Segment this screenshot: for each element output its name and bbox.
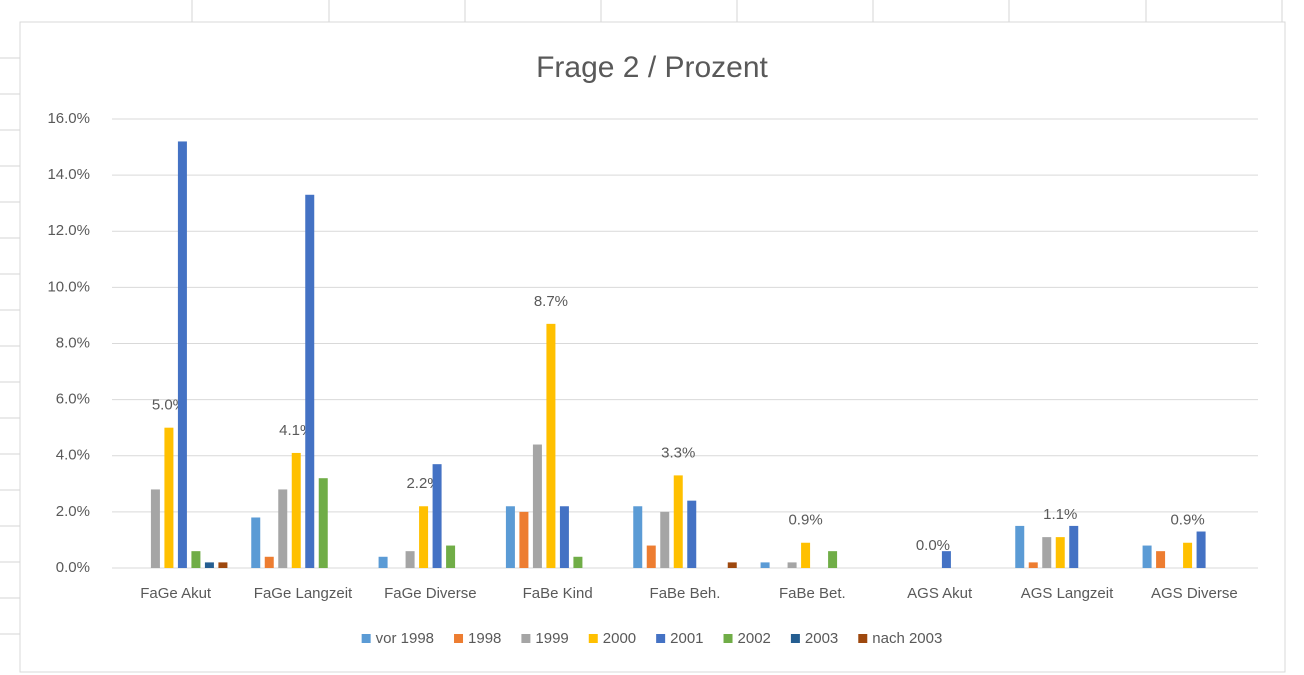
bar [264,556,274,568]
bar [419,506,429,568]
bar [1142,545,1152,568]
legend-label: 1999 [535,630,568,647]
legend-swatch [790,634,800,643]
bar [251,517,261,568]
bar [633,506,643,568]
bar [164,427,174,568]
bar [787,562,797,568]
bar [1069,525,1079,568]
legend-swatch [656,634,666,643]
bar [559,506,569,568]
data-label: 0.9% [788,512,822,529]
legend-label: nach 2003 [872,630,942,647]
bar [727,562,737,568]
data-label: 5.0% [152,397,186,414]
data-label: 4.1% [279,422,313,439]
x-tick-label: FaGe Akut [140,585,212,602]
bar [305,194,315,569]
y-tick-label: 16.0% [47,110,90,127]
bar [646,545,656,568]
bar [278,489,288,568]
y-tick-label: 8.0% [56,334,90,351]
x-tick-label: FaGe Diverse [384,585,477,602]
bar [519,511,529,568]
legend-label: 2001 [670,630,703,647]
y-tick-label: 14.0% [47,166,90,183]
bar [801,542,811,568]
bar [1183,542,1193,568]
bar [546,323,556,568]
y-tick-label: 0.0% [56,559,90,576]
bar [177,141,187,568]
data-label: 3.3% [661,444,695,461]
bar [318,478,328,568]
y-tick-label: 12.0% [47,222,90,239]
bar [687,500,697,568]
x-tick-label: FaBe Kind [523,585,593,602]
bar [1028,562,1038,568]
bar [191,551,201,568]
legend-label: 2000 [603,630,636,647]
y-tick-label: 10.0% [47,278,90,295]
bar [941,551,951,568]
legend-swatch [454,634,464,643]
bar [1015,525,1025,568]
data-label: 8.7% [534,293,568,310]
bar [660,511,670,568]
bar [828,551,838,568]
legend-label: vor 1998 [376,630,434,647]
bar [1042,537,1052,568]
x-tick-label: AGS Langzeit [1021,585,1114,602]
bar [291,452,301,568]
data-label: 0.0% [916,537,950,554]
y-tick-label: 2.0% [56,503,90,520]
bar [378,556,388,568]
bar [673,475,683,568]
legend-swatch [588,634,598,643]
legend-label: 2003 [805,630,838,647]
x-tick-label: FaGe Langzeit [254,585,353,602]
y-tick-label: 6.0% [56,391,90,408]
legend-swatch [521,634,531,643]
bar [150,489,160,568]
x-tick-label: FaBe Bet. [779,585,846,602]
data-label: 1.1% [1043,506,1077,523]
sheet-grid [0,0,1283,635]
x-tick-label: AGS Diverse [1151,585,1238,602]
bar [760,562,770,568]
bar [532,444,542,568]
legend-swatch [723,634,733,643]
bar [1156,551,1166,568]
legend-label: 2002 [738,630,771,647]
bar [218,562,228,568]
x-tick-label: FaBe Beh. [650,585,721,602]
chart-title: Frage 2 / Prozent [536,51,768,84]
x-tick-label: AGS Akut [907,585,973,602]
bar [1196,531,1206,568]
legend-swatch [858,634,868,643]
bar [573,556,583,568]
data-label: 0.9% [1170,512,1204,529]
bar [446,545,456,568]
bar [1055,537,1065,568]
bar [405,551,415,568]
bar [505,506,515,568]
legend-label: 1998 [468,630,501,647]
bar [204,562,214,568]
y-tick-label: 4.0% [56,447,90,464]
bar [432,464,442,568]
data-label: 2.2% [406,475,440,492]
legend-swatch [361,634,371,643]
